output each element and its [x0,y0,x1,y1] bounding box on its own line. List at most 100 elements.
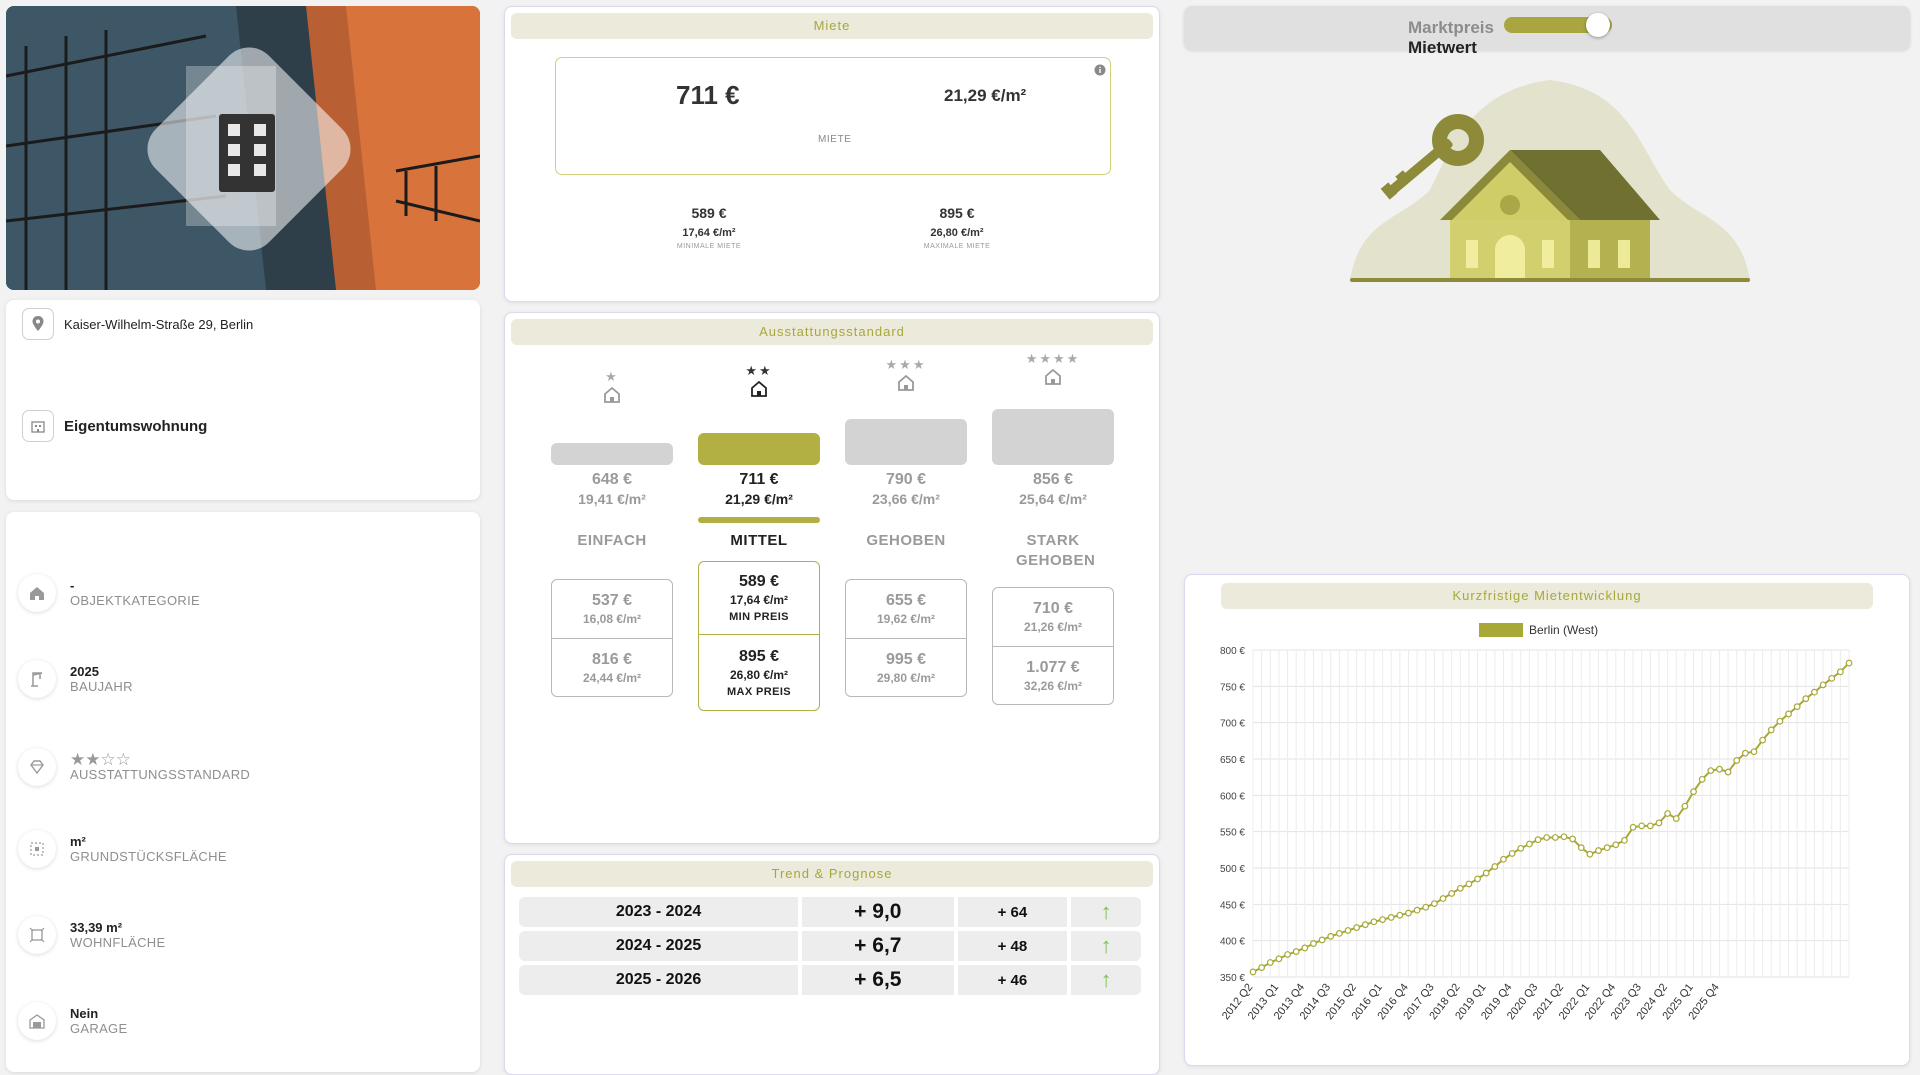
trend-row: 2025 - 2026 + 6,5 + 46 ↑ [519,965,1141,995]
rent-label: MIETE [818,134,852,145]
chart-title: Kurzfristige Mietentwicklung [1221,583,1873,609]
y-tick-label: 750 € [1220,682,1245,693]
location-pin-icon [22,308,54,340]
toggle-label-marktpreis[interactable]: Marktpreis [1408,18,1494,37]
data-point [1500,855,1507,863]
level-bar [551,443,673,465]
trend-title: Trend & Prognose [511,861,1153,887]
min-max-box: 655 €19,62 €/m² 995 €29,80 €/m² [845,579,967,697]
data-point [1785,710,1792,718]
standard-name: MITTEL [730,532,788,549]
data-point [1603,844,1611,852]
data-point [1681,802,1689,810]
data-point [1621,836,1628,844]
toggle-label-mietwert[interactable]: Mietwert [1408,38,1477,57]
data-point [1517,844,1525,852]
data-point [1802,695,1810,703]
standard-gehoben[interactable]: ★★★ 790 €23,66 €/m² GEHOBEN 655 €19,62 €… [845,357,967,697]
data-point [1387,914,1395,921]
y-tick-label: 550 € [1220,828,1245,839]
data-point [1767,726,1775,734]
y-tick-label: 400 € [1220,937,1245,948]
data-point [1664,810,1672,817]
level-bar [845,419,967,465]
trend-card: Trend & Prognose 2023 - 2024 + 9,0 + 64 … [504,854,1160,1075]
legend-label: Berlin (West) [1529,623,1599,637]
detail-garage: Nein GARAGE [18,1002,127,1040]
data-point [1577,844,1585,852]
data-point [1629,823,1637,831]
apartment-icon [22,410,54,442]
trend-row: 2024 - 2025 + 6,7 + 48 ↑ [519,931,1141,961]
address-text: Kaiser-Wilhelm-Straße 29, Berlin [64,316,254,332]
min-max-box: 537 €16,08 €/m² 816 €24,44 €/m² [551,579,673,697]
stars: ★★ [745,363,773,378]
data-point [1560,833,1568,841]
info-icon[interactable] [1094,64,1106,76]
data-point [1793,703,1801,711]
standard-mittel[interactable]: ★★ 711 €21,29 €/m² MITTEL 589 €17,64 €/m… [698,363,820,711]
toggle-switch[interactable] [1504,17,1612,33]
miete-card: Miete 711 € 21,29 €/m² MIETE 589 € 17,64… [504,6,1160,302]
ausstattung-title: Ausstattungsstandard [511,319,1153,345]
active-underline [698,517,820,523]
data-point [1819,681,1827,689]
data-point [1430,900,1438,908]
data-point [1275,955,1283,963]
arrow-up-icon: ↑ [1071,897,1141,927]
data-point [1310,940,1317,947]
home-icon [18,574,56,612]
toggle-knob[interactable] [1586,13,1610,37]
data-point [1491,863,1499,870]
data-point [1698,775,1706,783]
data-point [1482,869,1490,877]
data-point [1465,880,1473,888]
house-icon [898,374,914,391]
address-card: Kaiser-Wilhelm-Straße 29, Berlin Eigentu… [6,300,480,500]
data-point [1750,748,1758,756]
stars: ★ [605,369,619,384]
data-point [1534,836,1542,844]
data-point [1396,911,1404,919]
price-mode-toggle-bar: Marktpreis Mietwert [1184,6,1910,57]
data-point [1836,668,1844,676]
data-point [1266,959,1274,966]
house-icon [751,380,767,397]
data-point [1335,930,1343,937]
data-point [1292,948,1300,955]
data-point [1569,835,1576,843]
data-point [1284,951,1291,958]
arrow-up-icon: ↑ [1071,965,1141,995]
rent-line-chart: 800 € 750 € 700 € 650 € 600 € 550 € 500 € 450 €… [1220,646,1853,1022]
data-point [1439,895,1447,902]
data-point [1526,840,1533,848]
house-key-illustration [1350,80,1750,282]
level-bar [992,409,1114,465]
data-point [1690,788,1697,796]
y-tick-label: 700 € [1220,719,1245,730]
data-point [1845,659,1853,667]
stars: ★★★★ [1025,351,1081,366]
house-icon [604,386,620,403]
data-point [1301,944,1309,952]
standard-stark-gehoben[interactable]: ★★★★ 856 €25,64 €/m² STARK GEHOBEN 710 €… [992,351,1114,705]
plot-icon [18,830,56,868]
min-rent: 589 € 17,64 €/m² MINIMALE MIETE [676,205,742,250]
standard-einfach[interactable]: ★ 648 €19,41 €/m² EINFACH 537 €16,08 €/m… [551,363,673,697]
rent-price-sqm: 21,29 €/m² [944,86,1027,105]
crane-icon [18,660,56,698]
y-tick-label: 800 € [1220,646,1245,657]
detail-baujahr: 2025 BAUJAHR [18,660,133,698]
data-point [1379,916,1386,923]
data-point [1655,819,1663,827]
ausstattung-card: Ausstattungsstandard ★ 648 €19,41 €/m² E… [504,312,1160,844]
data-point [1733,757,1741,764]
data-point [1344,927,1352,934]
y-tick-label: 350 € [1220,973,1245,984]
house-icon [1045,368,1061,385]
rent-summary-box: 711 € 21,29 €/m² MIETE [555,57,1111,175]
chart-legend: Berlin (West) [1479,623,1598,637]
data-point [1353,924,1361,931]
min-max-box: 589 €17,64 €/m² MIN PREIS 895 €26,80 €/m²… [698,561,820,711]
building-photo [6,6,480,290]
